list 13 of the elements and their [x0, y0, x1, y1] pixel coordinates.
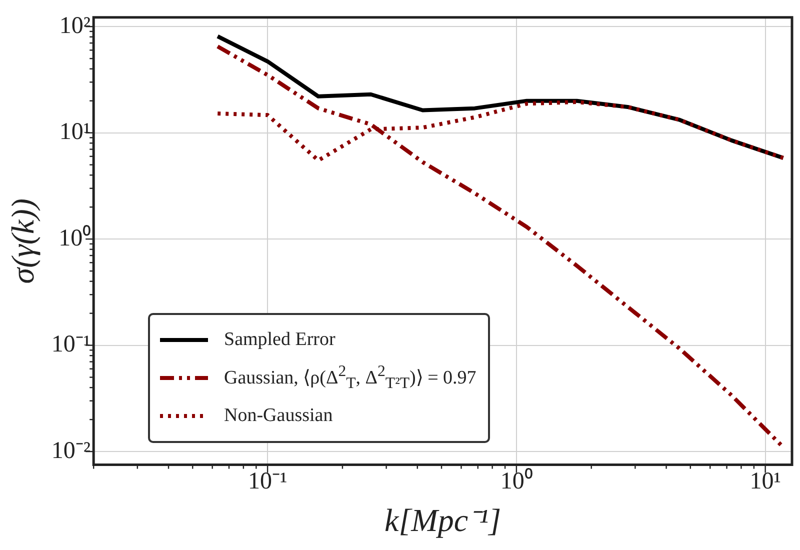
y-tick-label: 10⁰ [58, 224, 91, 252]
y-tick-label: 10⁻² [51, 438, 91, 464]
x-tick-label: 10¹ [750, 468, 781, 494]
x-tick-label: 10⁰ [500, 467, 532, 494]
x-axis-title: k[Mpc⁻¹] [384, 502, 502, 538]
y-tick-label: 10⁻¹ [51, 332, 91, 358]
legend-label: Gaussian, ⟨ρ(Δ$^{2}$$_{T}$, Δ$^{2}$$_{T²T}$)⟩ = 0.97 [224, 362, 476, 394]
legend-label: Non-Gaussian [224, 405, 333, 427]
x-tick-label: 10⁻¹ [248, 468, 288, 494]
y-axis-title: σ(γ(k)) [4, 198, 41, 284]
y-tick-label: 10¹ [59, 119, 91, 146]
y-tick-label: 10² [59, 12, 91, 39]
legend-label: Sampled Error [224, 329, 336, 351]
